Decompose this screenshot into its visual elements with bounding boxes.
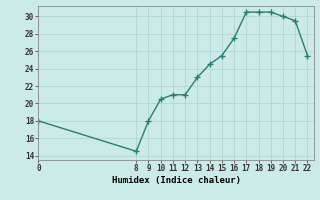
X-axis label: Humidex (Indice chaleur): Humidex (Indice chaleur)	[111, 176, 241, 185]
